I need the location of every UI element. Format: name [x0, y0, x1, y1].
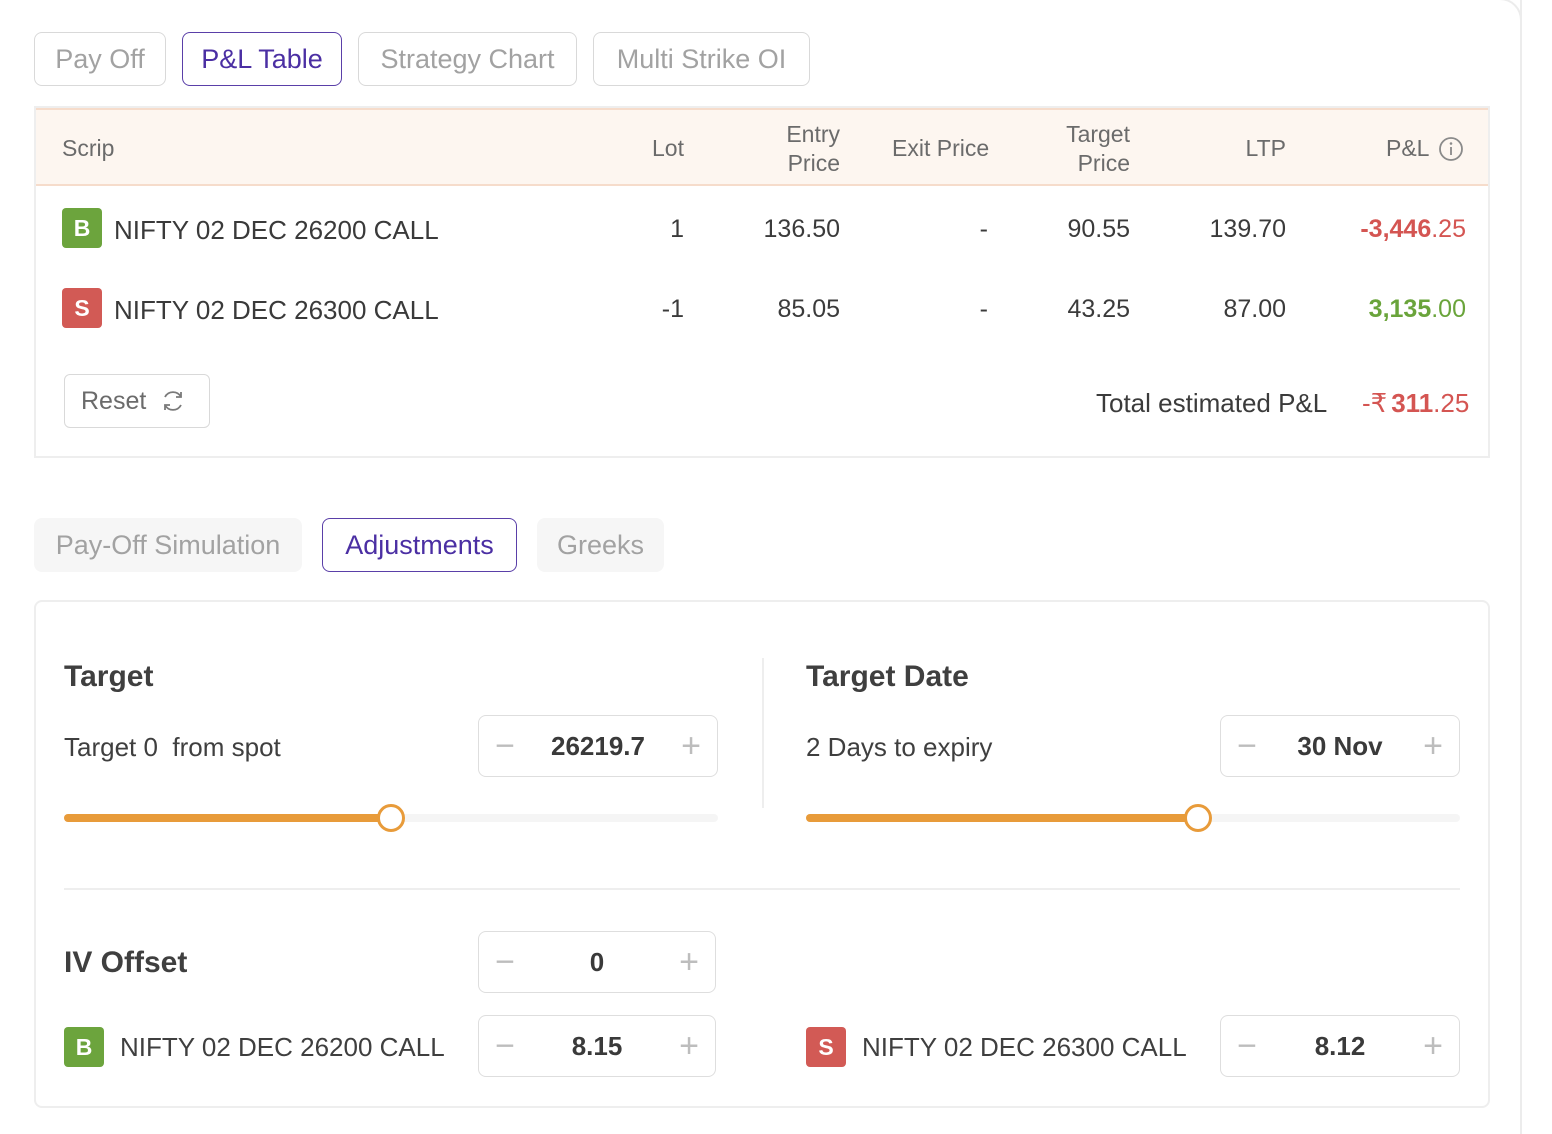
section-divider — [762, 658, 764, 808]
info-icon[interactable] — [1438, 136, 1464, 162]
sell-badge: S — [806, 1027, 846, 1067]
pnl-value: 3,135.00 — [1368, 295, 1466, 323]
increment-button[interactable]: + — [681, 726, 701, 765]
tab-strategy-chart[interactable]: Strategy Chart — [358, 32, 577, 86]
total-pnl-value: -₹ 311.25 — [1362, 388, 1470, 418]
tab-multi-strike-oi[interactable]: Multi Strike OI — [593, 32, 810, 86]
refresh-icon — [164, 391, 183, 411]
tab-payoff-simulation[interactable]: Pay-Off Simulation — [34, 518, 302, 572]
increment-button[interactable]: + — [679, 942, 699, 981]
sell-badge: S — [62, 288, 102, 328]
entry-price-value: 85.05 — [777, 295, 840, 323]
panel-right-edge — [1520, 0, 1522, 1134]
iv-offset-title: IV Offset — [64, 946, 188, 979]
pnl-table: Scrip Lot Entry Price Exit Price Target … — [34, 106, 1490, 458]
target-stepper: − 26219.7 + — [478, 715, 718, 777]
total-pnl-label: Total estimated P&L — [1096, 388, 1328, 418]
table-header: Scrip Lot Entry Price Exit Price Target … — [36, 108, 1488, 186]
buy-badge: B — [62, 208, 102, 248]
tab-adjustments[interactable]: Adjustments — [322, 518, 517, 572]
slider-fill — [806, 814, 1198, 822]
iv-leg-value[interactable]: 8.12 — [1314, 1030, 1366, 1061]
header-entry-price: Entry Price — [786, 121, 840, 176]
lot-value: 1 — [670, 215, 684, 243]
iv-leg-stepper: − 8.12 + — [1220, 1015, 1460, 1077]
slider-thumb[interactable] — [377, 804, 405, 832]
header-scrip: Scrip — [62, 135, 115, 161]
iv-offset-value[interactable]: 0 — [589, 946, 605, 977]
section-divider — [64, 888, 1460, 890]
decrement-button[interactable]: − — [1237, 1026, 1257, 1065]
decrement-button[interactable]: − — [495, 1026, 515, 1065]
target-value[interactable]: 26219.7 — [551, 730, 645, 761]
entry-price-value: 136.50 — [763, 215, 840, 243]
scrip-name: NIFTY 02 DEC 26200 CALL — [114, 215, 439, 245]
increment-button[interactable]: + — [1423, 1026, 1443, 1065]
exit-price-value: - — [979, 215, 988, 243]
reset-button[interactable]: Reset — [64, 374, 210, 428]
target-date-title: Target Date — [806, 660, 969, 693]
increment-button[interactable]: + — [1423, 726, 1443, 765]
iv-leg-scrip: NIFTY 02 DEC 26200 CALL — [120, 1032, 445, 1062]
decrement-button[interactable]: − — [1237, 726, 1257, 765]
target-date-slider[interactable] — [806, 804, 1460, 832]
header-ltp: LTP — [1245, 135, 1286, 161]
tab-pnl-table[interactable]: P&L Table — [182, 32, 342, 86]
header-lot: Lot — [652, 135, 684, 161]
target-date-value[interactable]: 30 Nov — [1297, 730, 1383, 761]
target-title: Target — [64, 660, 154, 693]
decrement-button[interactable]: − — [495, 726, 515, 765]
decrement-button[interactable]: − — [495, 942, 515, 981]
target-date-stepper: − 30 Nov + — [1220, 715, 1460, 777]
slider-thumb[interactable] — [1184, 804, 1212, 832]
increment-button[interactable]: + — [679, 1026, 699, 1065]
target-price-value: 90.55 — [1067, 215, 1130, 243]
iv-offset-stepper: − 0 + — [478, 931, 716, 993]
days-to-expiry-label: 2 Days to expiry — [806, 732, 993, 762]
header-target-price: Target Price — [1066, 121, 1130, 176]
target-price-value: 43.25 — [1067, 295, 1130, 323]
ltp-value: 87.00 — [1223, 295, 1286, 323]
exit-price-value: - — [979, 295, 988, 323]
header-exit-price: Exit Price — [892, 135, 990, 161]
adjustments-panel — [34, 600, 1490, 1108]
tab-pay-off[interactable]: Pay Off — [34, 32, 166, 86]
pnl-value: -3,446.25 — [1360, 215, 1466, 243]
slider-fill — [64, 814, 391, 822]
iv-leg-scrip: NIFTY 02 DEC 26300 CALL — [862, 1032, 1187, 1062]
scrip-name: NIFTY 02 DEC 26300 CALL — [114, 295, 439, 325]
iv-leg-stepper: − 8.15 + — [478, 1015, 716, 1077]
target-slider[interactable] — [64, 804, 718, 832]
lot-value: -1 — [661, 295, 684, 323]
panel-corner — [1480, 0, 1522, 24]
tab-greeks[interactable]: Greeks — [537, 518, 664, 572]
iv-leg-value[interactable]: 8.15 — [571, 1030, 623, 1061]
header-pnl: P&L — [1386, 135, 1430, 161]
ltp-value: 139.70 — [1209, 215, 1286, 243]
reset-label: Reset — [81, 386, 147, 415]
target-label: Target 0 from spot — [64, 732, 281, 762]
buy-badge: B — [64, 1027, 104, 1067]
